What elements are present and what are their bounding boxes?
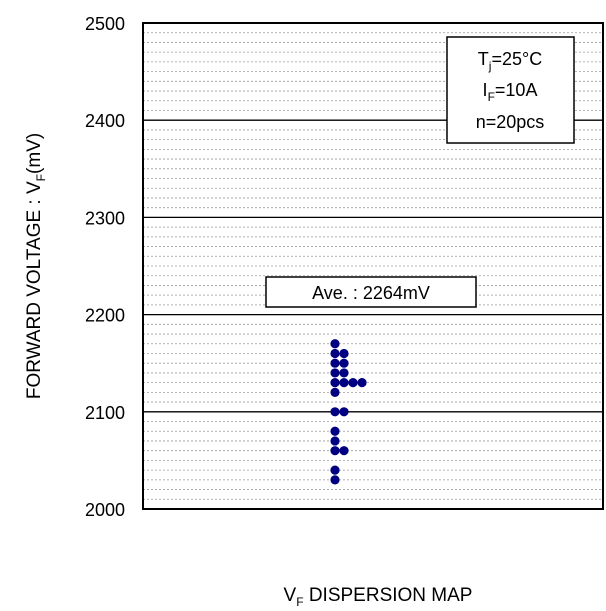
y-axis-ticks: 2000 2100 2200 2300 2400 2500 [85, 14, 125, 520]
data-points [330, 339, 367, 485]
data-point [330, 348, 340, 359]
data-point [330, 426, 340, 436]
data-point [330, 378, 340, 388]
condition-if-main: I [483, 80, 488, 100]
data-point [339, 358, 349, 368]
data-point [339, 348, 349, 359]
condition-tj-rest: =25°C [491, 49, 542, 69]
condition-if: IF=10A [483, 80, 538, 104]
y-tick-label: 2500 [85, 14, 125, 34]
data-point [348, 378, 358, 388]
conditions-box: Tj=25°C IF=10A n=20pcs [446, 36, 575, 144]
condition-tj-main: T [478, 49, 489, 69]
grid-lines [143, 32, 603, 500]
y-tick-label: 2300 [85, 208, 125, 228]
x-axis-title-main: V [284, 585, 297, 606]
data-point [357, 378, 367, 388]
condition-if-rest: =10A [495, 80, 538, 100]
data-point [330, 407, 340, 417]
data-point [330, 436, 340, 446]
y-tick-label: 2000 [85, 500, 125, 520]
condition-tj-sub: j [488, 59, 492, 73]
y-tick-label: 2400 [85, 111, 125, 131]
condition-if-sub: F [488, 90, 495, 104]
x-axis-title-rest: DISPERSION MAP [304, 585, 473, 606]
condition-tj: Tj=25°C [478, 49, 542, 73]
plot-area-frame [142, 22, 604, 510]
data-point [330, 446, 340, 456]
data-point [339, 378, 349, 388]
data-point [339, 407, 349, 417]
data-point [330, 339, 340, 349]
y-axis-title-suffix: (mV) [24, 133, 45, 174]
y-tick-label: 2200 [85, 306, 125, 326]
x-axis-title: VF DISPERSION MAP [284, 585, 473, 609]
y-axis-title-prefix: FORWARD VOLTAGE : V [24, 181, 45, 399]
y-axis-title-sub: F [34, 174, 48, 181]
y-tick-label: 2100 [85, 403, 125, 423]
condition-n: n=20pcs [476, 112, 545, 132]
conditions-box-frame [446, 36, 575, 144]
x-axis-title-sub: F [296, 595, 303, 609]
data-point [330, 387, 340, 397]
average-annotation-text: Ave. : 2264mV [312, 283, 430, 303]
data-point [330, 475, 340, 485]
data-point [330, 368, 340, 378]
data-point [330, 465, 340, 475]
data-point [330, 358, 340, 368]
average-annotation-frame [265, 276, 477, 308]
average-annotation: Ave. : 2264mV [265, 276, 477, 308]
data-point [339, 446, 349, 456]
y-axis-title: FORWARD VOLTAGE : VF(mV) [24, 133, 48, 399]
data-point [339, 368, 349, 378]
